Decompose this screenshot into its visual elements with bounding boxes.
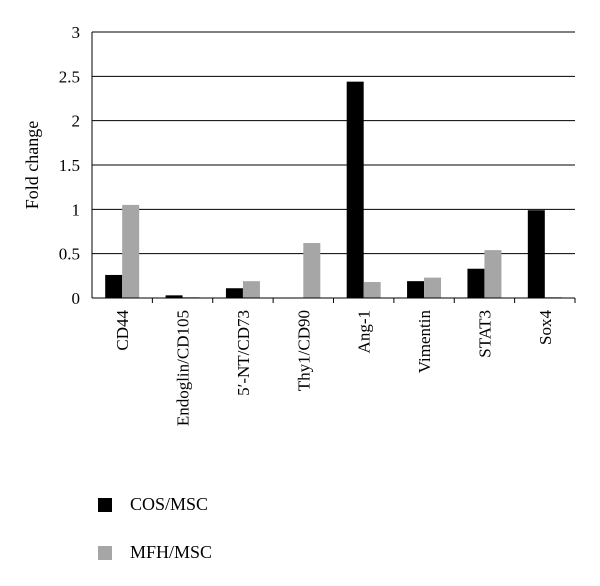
bar: [105, 274, 123, 298]
bar: [407, 281, 425, 298]
legend-label-cos-msc: COS/MSC: [130, 494, 209, 514]
bar: [424, 277, 442, 298]
x-tick-label: 5′-NT/CD73: [234, 310, 253, 396]
y-axis-label: Fold change: [22, 121, 42, 209]
bar: [346, 81, 364, 298]
bar: [363, 282, 381, 298]
y-tick-label: 0: [72, 289, 81, 308]
x-tick-label: Vimentin: [415, 310, 434, 374]
x-tick-label: Thy1/CD90: [294, 310, 313, 391]
bar: [225, 288, 243, 298]
bar: [527, 210, 545, 298]
bar: [242, 281, 260, 298]
bar: [484, 250, 502, 298]
y-tick-label: 0.5: [59, 245, 80, 264]
x-tick-label: STAT3: [475, 310, 494, 358]
y-tick-label: 2.5: [59, 67, 80, 86]
legend-swatch-mfh-msc: [98, 545, 112, 560]
y-tick-label: 1.5: [59, 156, 80, 175]
bar: [467, 268, 485, 298]
legend-swatch-cos-msc: [98, 497, 112, 512]
bar: [165, 295, 183, 298]
legend-item-cos-msc: COS/MSC: [98, 494, 208, 515]
y-tick-label: 2: [72, 112, 81, 131]
bar: [303, 243, 321, 298]
y-tick-label: 1: [72, 200, 81, 219]
bar: [122, 204, 140, 298]
legend-label-mfh-msc: MFH/MSC: [130, 542, 213, 562]
x-tick-label: CD44: [113, 310, 132, 351]
legend-item-mfh-msc: MFH/MSC: [98, 542, 212, 563]
x-tick-label: Ang-1: [355, 310, 374, 353]
y-tick-label: 3: [72, 23, 81, 42]
x-tick-label: Endoglin/CD105: [174, 310, 193, 426]
x-tick-label: Sox4: [536, 310, 555, 345]
